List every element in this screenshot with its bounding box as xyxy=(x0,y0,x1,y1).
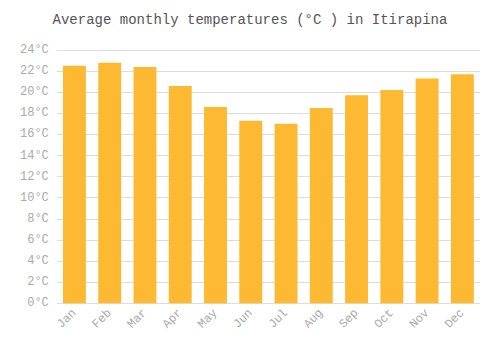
svg-text:Aug: Aug xyxy=(301,306,326,331)
svg-text:Nov: Nov xyxy=(407,306,432,331)
svg-text:20°C: 20°C xyxy=(20,85,49,99)
svg-text:Apr: Apr xyxy=(160,306,185,331)
svg-text:8°C: 8°C xyxy=(27,212,49,226)
svg-text:10°C: 10°C xyxy=(20,191,49,205)
svg-text:12°C: 12°C xyxy=(20,170,49,184)
svg-text:0°C: 0°C xyxy=(27,296,49,310)
svg-text:2°C: 2°C xyxy=(27,275,49,289)
svg-text:14°C: 14°C xyxy=(20,149,49,163)
svg-text:4°C: 4°C xyxy=(27,254,49,268)
svg-text:6°C: 6°C xyxy=(27,233,49,247)
svg-text:Jan: Jan xyxy=(54,306,79,331)
svg-text:Average monthly temperatures (: Average monthly temperatures (°C ) in It… xyxy=(53,12,448,28)
svg-text:22°C: 22°C xyxy=(20,64,49,78)
svg-text:Oct: Oct xyxy=(372,306,397,331)
svg-text:16°C: 16°C xyxy=(20,127,49,141)
svg-text:Feb: Feb xyxy=(89,306,114,331)
svg-text:Dec: Dec xyxy=(442,306,467,331)
svg-text:Mar: Mar xyxy=(125,306,150,331)
svg-text:18°C: 18°C xyxy=(20,106,49,120)
svg-text:May: May xyxy=(195,306,220,331)
svg-text:24°C: 24°C xyxy=(20,43,49,57)
svg-text:Jun: Jun xyxy=(231,306,256,331)
svg-text:Sep: Sep xyxy=(336,306,361,331)
svg-text:Jul: Jul xyxy=(266,306,291,331)
